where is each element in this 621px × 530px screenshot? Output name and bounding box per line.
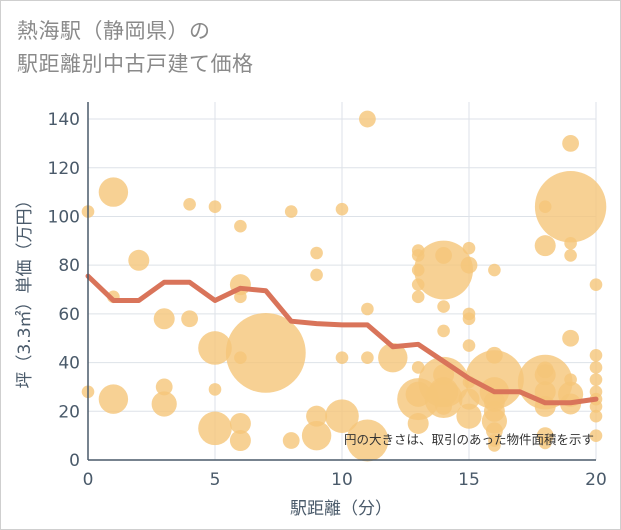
bubble-point: [456, 403, 482, 429]
bubble-point: [335, 351, 349, 365]
bubble-point: [198, 411, 232, 446]
y-tick-label: 140: [48, 110, 80, 130]
bubble-point: [589, 400, 603, 413]
bubble-point: [462, 241, 476, 255]
bubble-point: [378, 343, 408, 373]
y-axis-title: 坪（3.3㎡）単価（万円）: [15, 191, 35, 388]
bubble-point: [335, 202, 349, 216]
bubble-point: [414, 240, 473, 300]
bubble-point: [435, 398, 452, 415]
bubble-point: [208, 383, 222, 396]
bubble-point: [538, 436, 552, 450]
bubble-point: [589, 373, 603, 386]
x-tick-label: 15: [458, 470, 480, 490]
bubble-point: [98, 384, 129, 414]
bubble-point: [359, 110, 376, 128]
y-tick-label: 60: [58, 305, 80, 325]
bubble-point: [589, 278, 603, 291]
bubble-point: [346, 419, 389, 462]
bubble-point: [407, 412, 429, 434]
bubble-size-note: 円の大きさは、取引のあった物件面積を示す: [344, 432, 594, 447]
bubble-point: [234, 290, 247, 304]
bubble-point: [361, 351, 374, 365]
bubble-point: [564, 249, 577, 262]
bubble-point: [284, 205, 298, 218]
tick-labels: 0 5 10 15 20 0 20 40 60 80 100 120 140: [48, 110, 607, 490]
bubble-point: [229, 412, 251, 434]
bubble-point: [225, 312, 306, 393]
bubble-point: [181, 310, 199, 328]
bubble-point: [589, 348, 603, 362]
bubble-point: [234, 219, 247, 233]
bubble-point: [310, 246, 323, 260]
bubble-point: [325, 399, 359, 433]
bubble-point: [562, 135, 579, 152]
bubble-point: [411, 290, 425, 304]
bubble-point: [589, 361, 603, 374]
bubble-point: [534, 235, 556, 257]
average-line: [85, 273, 599, 406]
bubble-point: [437, 300, 450, 313]
bubble-point: [151, 391, 177, 417]
bubble-point: [462, 339, 476, 352]
x-tick-label: 0: [83, 470, 94, 490]
y-tick-label: 120: [48, 159, 80, 179]
bubble-point: [462, 312, 476, 326]
chart-title: 熱海駅（静岡県）の 駅距離別中古戸建て価格: [17, 15, 254, 81]
chart-title-line2: 駅距離別中古戸建て価格: [17, 52, 254, 76]
bubble-point: [534, 381, 556, 403]
bubble-point: [153, 308, 175, 330]
average-line-series: [85, 273, 599, 406]
y-tick-label: 100: [48, 207, 80, 227]
bubble-point: [306, 405, 328, 427]
bubble-point: [183, 197, 196, 211]
bubble-point: [361, 302, 374, 316]
y-tick-label: 80: [58, 256, 80, 276]
bubble-point: [282, 432, 300, 449]
bubble-point: [229, 430, 251, 452]
x-tick-label: 20: [585, 470, 607, 490]
x-tick-label: 5: [210, 470, 221, 490]
axes: [87, 102, 596, 461]
y-tick-label: 40: [58, 354, 80, 374]
bubble-point: [589, 429, 603, 442]
y-tick-label: 0: [69, 451, 80, 471]
chart-title-line1: 熱海駅（静岡県）の: [17, 19, 211, 43]
bubble-point: [301, 420, 332, 451]
bubble-point: [562, 329, 579, 347]
bubble-point: [460, 256, 478, 274]
bubble-point: [488, 439, 501, 452]
bubble-point: [208, 200, 222, 214]
bubble-point: [155, 378, 173, 396]
bubble-point: [534, 171, 607, 243]
y-tick-label: 20: [58, 402, 80, 422]
x-axis-title: 駅距離（分）: [290, 499, 392, 519]
bubble-point: [128, 249, 150, 271]
bubble-point: [486, 422, 503, 440]
bubble-series: [81, 110, 607, 462]
x-tick-label: 10: [331, 470, 353, 490]
bubble-point: [437, 324, 450, 338]
bubble-point: [488, 263, 501, 277]
bubble-point: [198, 331, 232, 365]
bubble-point: [310, 268, 323, 282]
bubble-point: [589, 409, 603, 423]
bubble-point: [98, 177, 129, 207]
bubble-point: [564, 236, 577, 250]
